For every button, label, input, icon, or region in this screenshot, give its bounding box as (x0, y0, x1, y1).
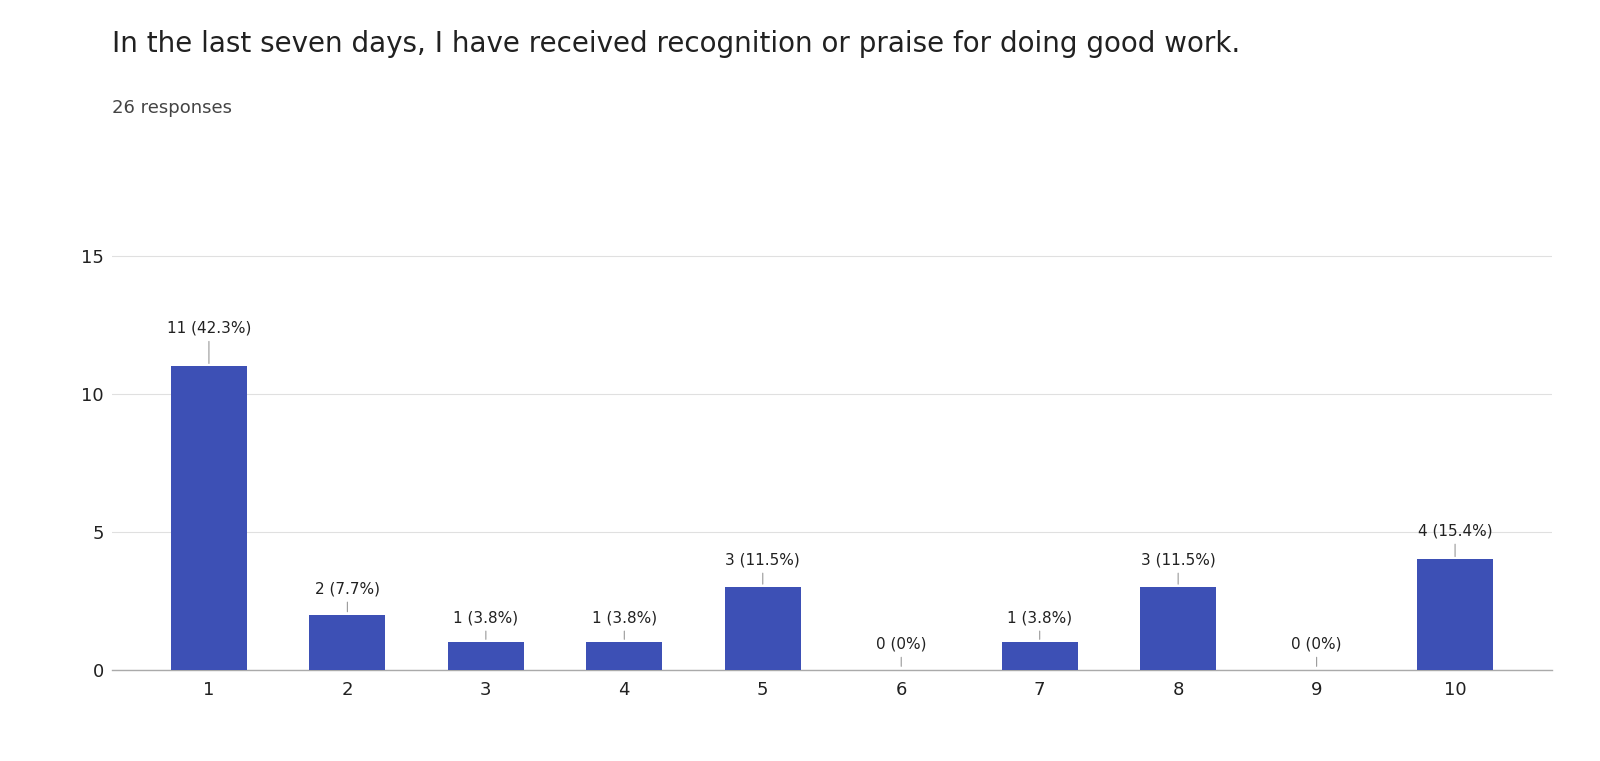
Text: 3 (11.5%): 3 (11.5%) (1141, 552, 1216, 584)
Text: 1 (3.8%): 1 (3.8%) (1006, 610, 1072, 639)
Text: 1 (3.8%): 1 (3.8%) (453, 610, 518, 639)
Bar (586, 642, 662, 670)
Text: 0 (0%): 0 (0%) (875, 637, 926, 667)
Text: 1 (3.8%): 1 (3.8%) (592, 610, 658, 639)
Text: 0 (0%): 0 (0%) (1291, 637, 1342, 667)
Text: 2 (7.7%): 2 (7.7%) (315, 581, 379, 612)
Text: 3 (11.5%): 3 (11.5%) (725, 552, 800, 584)
Bar (448, 642, 523, 670)
Bar (171, 366, 246, 670)
Bar (725, 587, 802, 670)
Text: In the last seven days, I have received recognition or praise for doing good wor: In the last seven days, I have received … (112, 30, 1240, 59)
Bar (1002, 642, 1078, 670)
Text: 26 responses: 26 responses (112, 99, 232, 117)
Text: 4 (15.4%): 4 (15.4%) (1418, 524, 1493, 556)
Bar (1141, 587, 1216, 670)
Bar (309, 615, 386, 670)
Bar (1418, 559, 1493, 670)
Text: 11 (42.3%): 11 (42.3%) (166, 321, 251, 364)
